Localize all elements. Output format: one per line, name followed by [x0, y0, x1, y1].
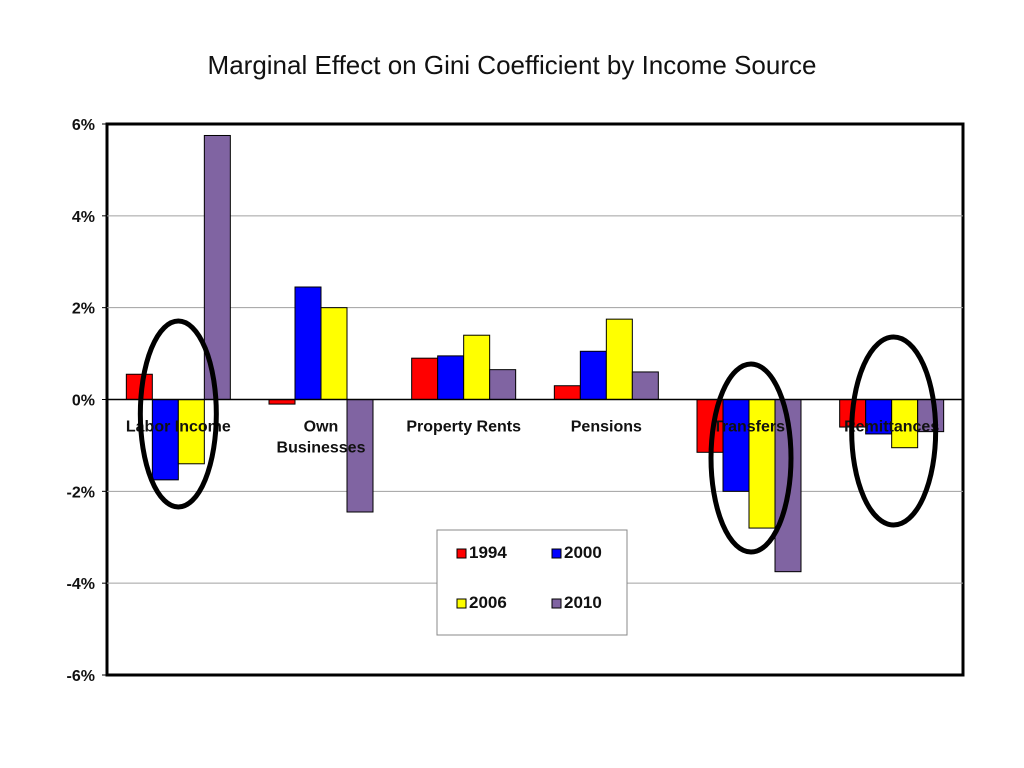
- category-label: Transfers: [713, 419, 785, 436]
- bar-2000: [579, 350, 607, 401]
- y-tick-label: -4%: [67, 576, 95, 593]
- bar-2006: [605, 318, 633, 401]
- chart-title: Marginal Effect on Gini Coefficient by I…: [207, 50, 817, 80]
- bar-2010: [489, 369, 517, 401]
- legend-label-2010: 2010: [564, 593, 602, 612]
- legend-swatch-2006: [456, 598, 467, 609]
- category-label: Property Rents: [406, 419, 521, 436]
- legend-swatch-2000: [551, 548, 562, 559]
- y-tick-label: 6%: [72, 117, 95, 134]
- category-label: Pensions: [571, 419, 642, 436]
- legend: [436, 529, 628, 636]
- bar-2006: [748, 399, 776, 529]
- legend-swatch-1994: [456, 548, 467, 559]
- y-tick-label: 2%: [72, 301, 95, 318]
- bar-2006: [320, 307, 348, 400]
- legend-swatch-2010: [551, 598, 562, 609]
- y-tick-label: 0%: [72, 393, 95, 410]
- category-label: Labor Income: [126, 419, 231, 436]
- category-label: Remittances: [844, 419, 939, 436]
- bar-1994: [553, 385, 581, 401]
- bar-2006: [177, 399, 205, 465]
- legend-label-2000: 2000: [564, 543, 602, 562]
- y-tick-label: 4%: [72, 209, 95, 226]
- legend-label-1994: 1994: [469, 543, 507, 562]
- bar-2000: [437, 355, 465, 401]
- bar-2010: [631, 371, 659, 401]
- category-label: Own: [304, 419, 339, 436]
- bar-2000: [722, 399, 750, 492]
- legend-label-2006: 2006: [469, 593, 507, 612]
- bar-2006: [463, 334, 491, 401]
- highlight-ellipse: [708, 361, 794, 555]
- highlight-ellipse: [137, 318, 219, 510]
- highlight-ellipse: [849, 334, 939, 528]
- bar-2000: [294, 286, 322, 401]
- bar-2000: [151, 399, 179, 481]
- bar-2010: [346, 399, 374, 513]
- y-tick-label: -6%: [67, 668, 95, 685]
- y-tick-label: -2%: [67, 484, 95, 501]
- category-label: Businesses: [277, 440, 366, 457]
- bar-1994: [411, 357, 439, 400]
